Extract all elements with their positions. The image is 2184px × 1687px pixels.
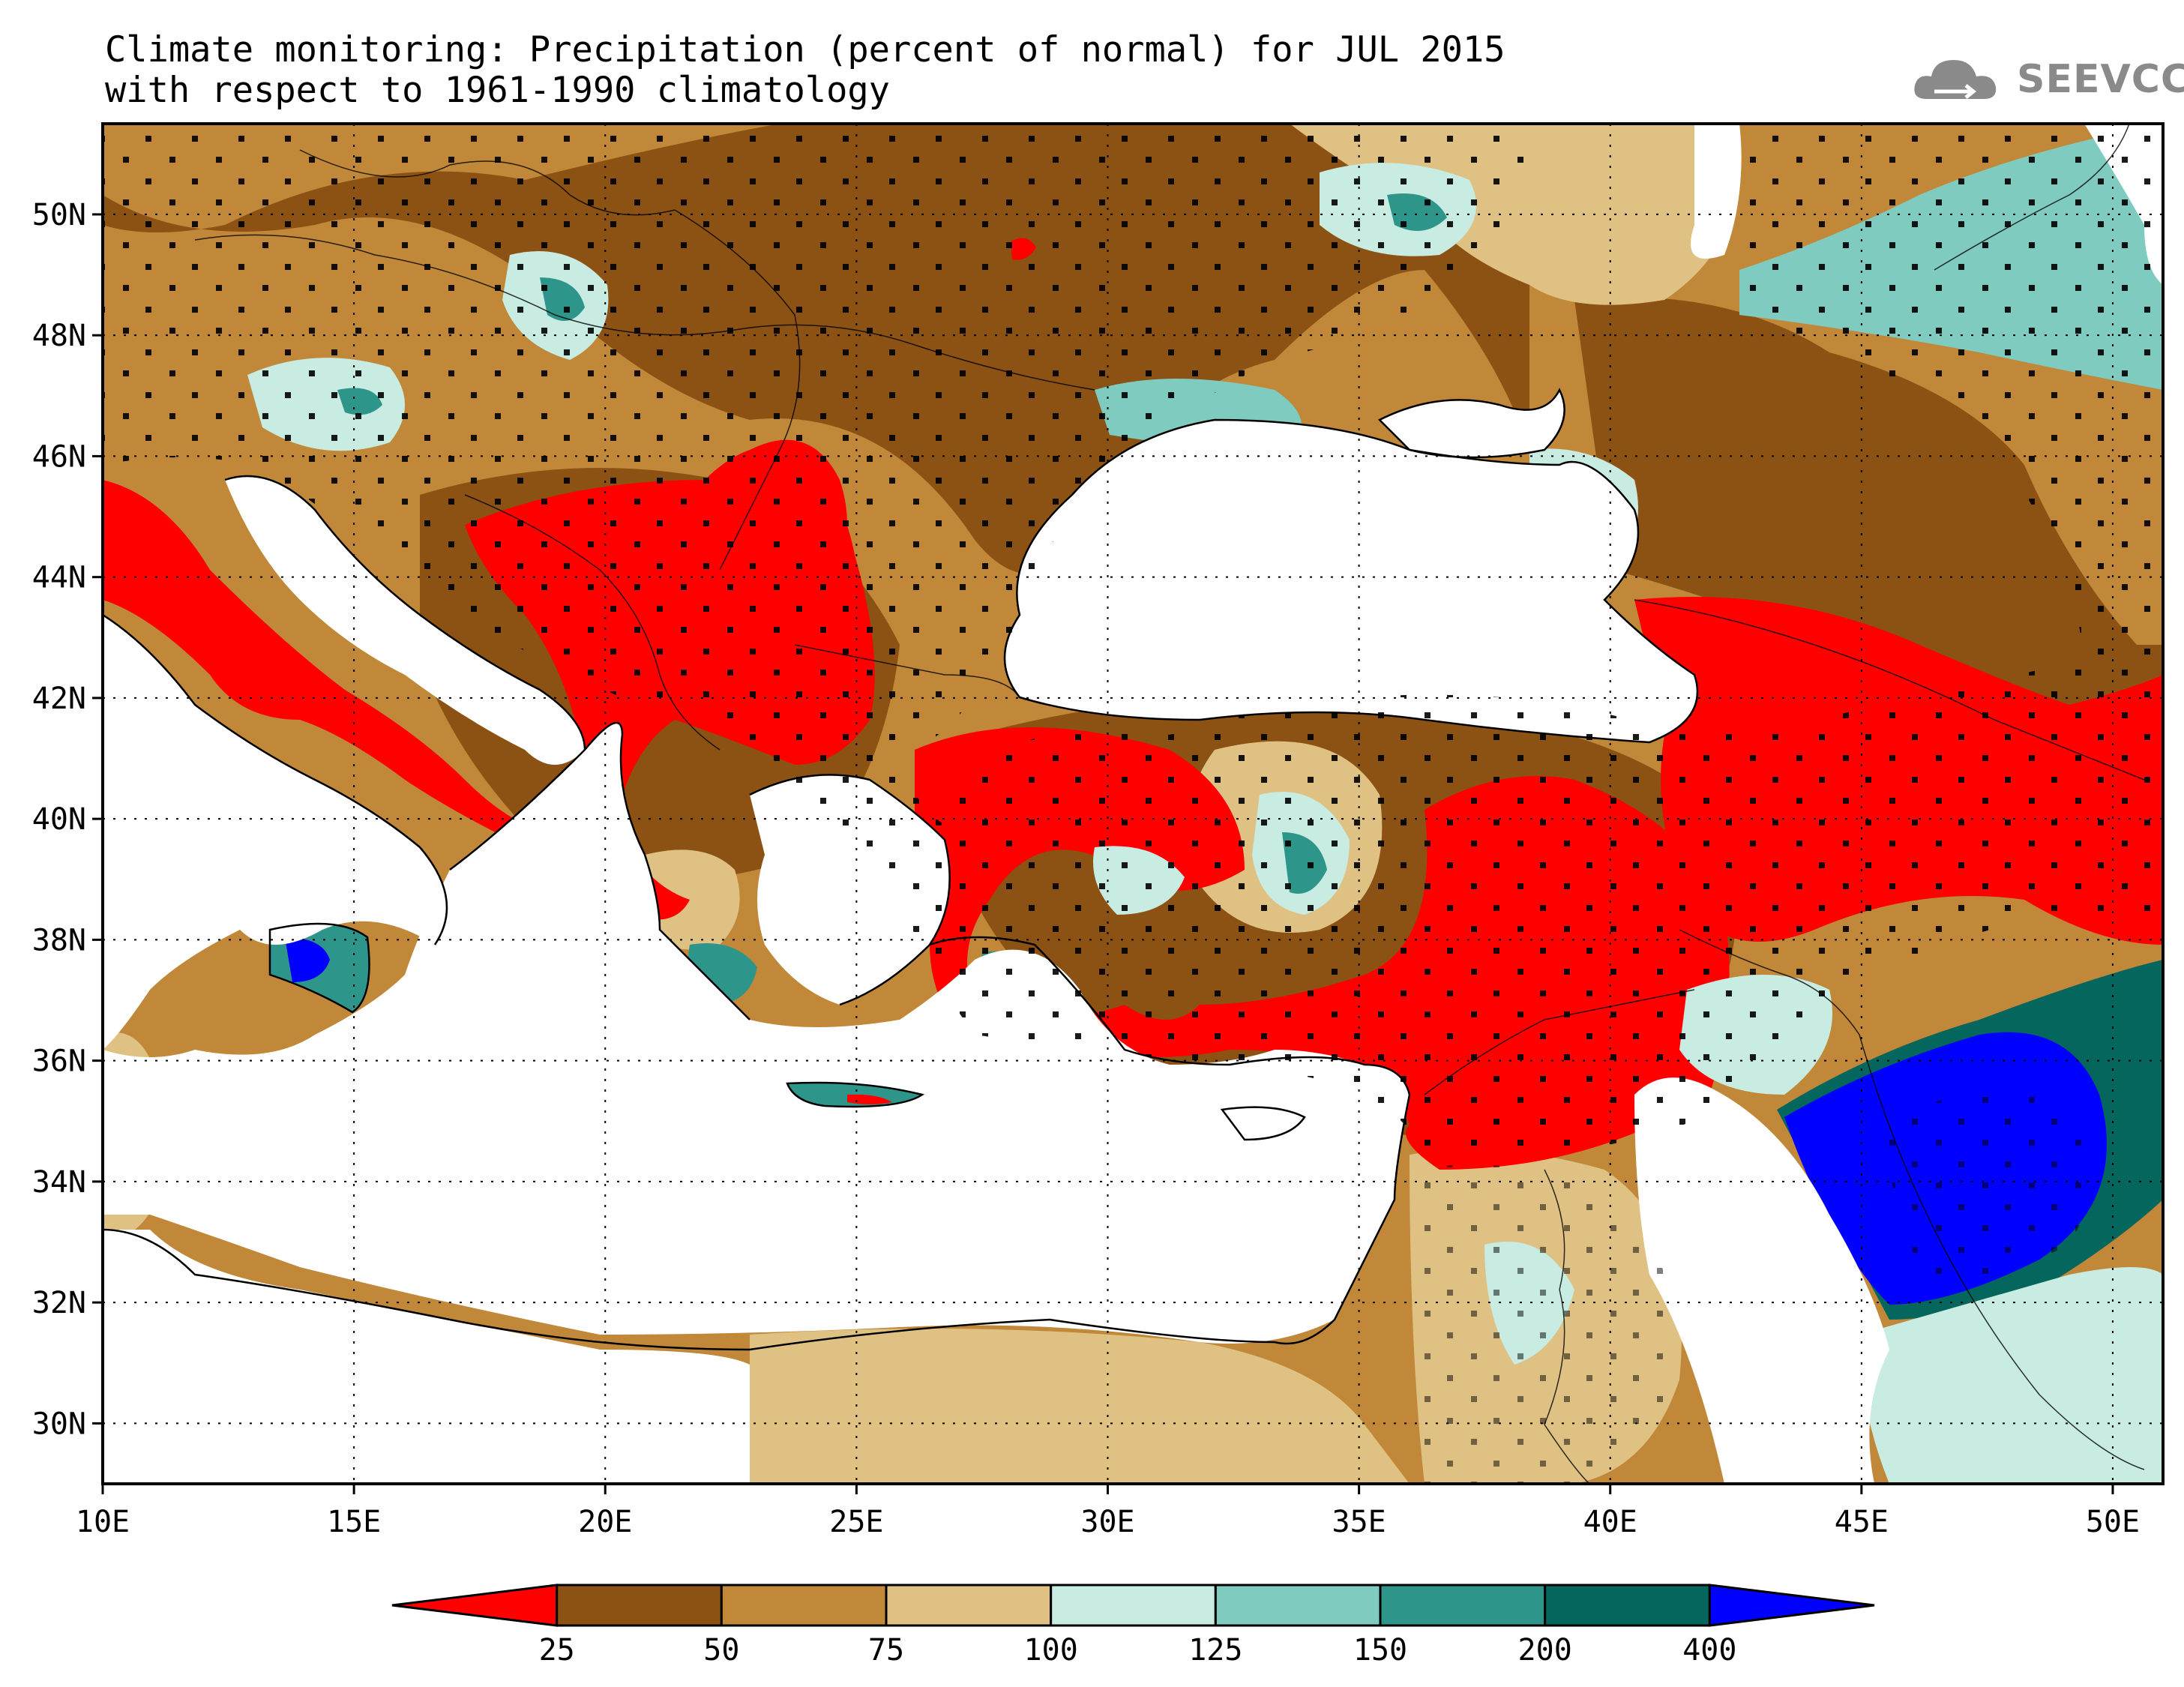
coastlines — [103, 388, 1699, 1351]
colorbar-arrow-high — [1708, 1584, 1875, 1627]
colorbar-label: 100 — [1024, 1633, 1078, 1668]
arabia-no-data — [1634, 1077, 1889, 1484]
colorbar-swatch — [1214, 1584, 1382, 1627]
colorbar-swatch — [1379, 1584, 1547, 1627]
colorbar-swatch — [1050, 1584, 1217, 1627]
y-axis: 30N 32N 34N 36N 38N 40N 42N 44N 46N 48N 50N — [32, 198, 103, 1441]
colorbar-label: 150 — [1353, 1633, 1407, 1668]
colorbar-label: 125 — [1188, 1633, 1242, 1668]
y-tick-label: 34N — [32, 1165, 86, 1200]
wet-iraq-south — [1859, 1267, 2163, 1484]
y-tick-label: 40N — [32, 802, 86, 837]
colorbar-swatch — [1544, 1584, 1711, 1627]
country-borders — [194, 124, 2145, 1484]
crete-island-dry — [847, 1094, 892, 1104]
plot-frame — [101, 122, 2165, 1485]
cloud-icon — [1914, 60, 1997, 99]
mediterranean-sea — [103, 615, 1410, 1344]
colorbar-swatch — [885, 1584, 1053, 1627]
colorbar-label: 25 — [539, 1633, 575, 1668]
x-tick-label: 35E — [1332, 1505, 1386, 1539]
x-tick-label: 10E — [76, 1505, 130, 1539]
colorbar-swatch — [556, 1584, 723, 1627]
adriatic-sea — [225, 476, 585, 765]
colorbar-label: 400 — [1682, 1633, 1736, 1668]
slightly-dry-north-africa — [750, 1329, 1410, 1484]
logo-text: SEEVCCC — [2017, 57, 2184, 102]
y-tick-label: 48N — [32, 319, 86, 353]
colorbar: 25 50 75 100 125 150 200 400 — [391, 1584, 1875, 1668]
sahara-no-data — [103, 1230, 750, 1484]
colorbar-label: 75 — [868, 1633, 904, 1668]
x-tick-label: 20E — [578, 1505, 632, 1539]
black-sea — [1005, 420, 1697, 742]
colorbar-arrow-low — [391, 1584, 559, 1627]
seevccc-logo: SEEVCCC — [1912, 46, 2184, 114]
chart-subtitle: with respect to 1961-1990 climatology — [105, 70, 890, 111]
x-tick-label: 50E — [2086, 1505, 2140, 1539]
y-tick-label: 50N — [32, 198, 86, 232]
station-markers-south — [1410, 1091, 2092, 1484]
y-tick-label: 30N — [32, 1407, 86, 1441]
y-tick-label: 44N — [32, 561, 86, 595]
x-tick-label: 30E — [1080, 1505, 1134, 1539]
russia-no-data — [1691, 124, 1742, 259]
x-tick-label: 40E — [1583, 1505, 1637, 1539]
y-tick-label: 38N — [32, 923, 86, 957]
x-tick-label: 15E — [327, 1505, 381, 1539]
slightly-dry-greece — [645, 849, 740, 950]
station-markers — [103, 124, 2163, 1158]
x-axis: 10E 15E 20E 25E 30E 35E 40E 45E 50E — [76, 1484, 2140, 1539]
x-tick-label: 45E — [1835, 1505, 1889, 1539]
chart-title: Climate monitoring: Precipitation (perce… — [105, 29, 1505, 70]
colorbar-label: 200 — [1518, 1633, 1572, 1668]
azov-sea — [1380, 390, 1565, 457]
y-tick-label: 46N — [32, 439, 86, 474]
colorbar-label: 50 — [703, 1633, 739, 1668]
x-tick-label: 25E — [829, 1505, 883, 1539]
gridlines — [103, 124, 2163, 1484]
map-plot-area — [103, 124, 2163, 1484]
y-tick-label: 42N — [32, 682, 86, 716]
very-dry-italy — [103, 480, 525, 840]
colorbar-swatch — [720, 1584, 888, 1627]
y-tick-label: 36N — [32, 1044, 86, 1079]
y-tick-label: 32N — [32, 1286, 86, 1320]
max-wet-sicily — [285, 937, 330, 982]
